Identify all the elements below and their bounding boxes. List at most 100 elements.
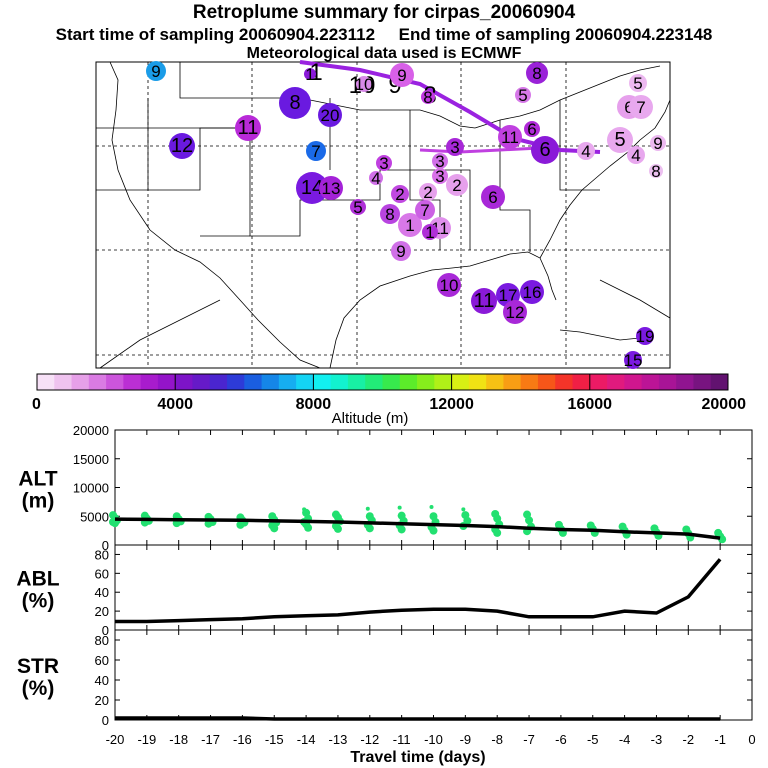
x-tick-label: -14 (297, 732, 316, 747)
plume-point-label: 6 (624, 98, 633, 117)
plume-point-circle (636, 327, 654, 345)
plume-point-circle (422, 224, 438, 240)
colorbar-swatch (520, 374, 539, 390)
colorbar-swatch (710, 374, 729, 390)
colorbar-swatch (347, 374, 366, 390)
y-tick-label: 0 (102, 623, 109, 638)
plume-point-circle (390, 63, 414, 87)
colorbar-swatch (589, 374, 608, 390)
colorbar-tick-label: 0 (32, 396, 41, 413)
plume-point-label: 12 (171, 135, 193, 157)
plume-point-circle (235, 115, 261, 141)
scatter-point (236, 520, 245, 529)
start-time-text: Start time of sampling 20060904.223112 (55, 25, 376, 44)
plume-point-circle (296, 172, 328, 204)
plume-point-label: 3 (379, 154, 388, 173)
colorbar-swatch (175, 374, 193, 390)
plume-point-label: 2 (395, 185, 404, 204)
plume-point-label: 7 (420, 201, 429, 220)
x-tick-label: -11 (393, 732, 411, 747)
panel-unit: (%) (22, 677, 55, 700)
panel-label: ABL (16, 568, 59, 591)
y-tick-label: 10000 (73, 481, 109, 496)
plume-point-circle (369, 171, 383, 185)
plume-point-circle (520, 280, 544, 304)
plume-point-circle (391, 241, 411, 261)
colorbar-swatch (71, 374, 90, 390)
plume-point-label: 14 (301, 177, 323, 199)
scatter-point (397, 525, 406, 534)
x-tick-label: 0 (748, 732, 755, 747)
colorbar-swatch (123, 374, 142, 390)
x-tick-label: -1 (714, 732, 726, 747)
colorbar-swatch (244, 374, 263, 390)
colorbar-swatch (54, 374, 73, 390)
colorbar-swatch (434, 374, 453, 390)
colorbar-swatch (468, 374, 487, 390)
y-tick-label: 40 (95, 673, 109, 688)
plume-point-circle (391, 185, 409, 203)
x-tick-label: -9 (460, 732, 472, 747)
plume-point-circle (421, 90, 435, 104)
sampling-times: Start time of sampling 20060904.223112 E… (0, 25, 768, 45)
y-tick-label: 60 (95, 653, 109, 668)
plume-point-circle (380, 204, 400, 224)
plume-point-label: 8 (651, 162, 660, 181)
colorbar-swatch (227, 374, 245, 390)
colorbar-swatch (106, 374, 124, 390)
plume-point-circle (629, 95, 653, 119)
plume-point-circle (146, 61, 166, 81)
colorbar-label: Altitude (m) (332, 410, 409, 427)
colorbar-swatch (140, 374, 159, 390)
y-tick-label: 80 (95, 633, 109, 648)
plume-point-label: 9 (151, 62, 160, 81)
x-tick-label: -7 (523, 732, 535, 747)
colorbar-swatch (555, 374, 574, 390)
scatter-point (365, 524, 374, 533)
series-line (115, 716, 721, 721)
plume-point-circle (531, 136, 559, 164)
plume-point-circle (415, 200, 435, 220)
plume-point-circle (419, 183, 437, 201)
x-tick-label: -5 (587, 732, 599, 747)
scatter-point (525, 516, 534, 525)
y-tick-label: 0 (102, 713, 109, 728)
plume-point-circle (350, 199, 366, 215)
colorbar-swatch (676, 374, 694, 390)
colorbar-swatch (399, 374, 418, 390)
plume-point-label: 5 (518, 86, 527, 105)
y-tick-label: 20 (95, 604, 109, 619)
plume-point-label: 8 (385, 205, 394, 224)
x-tick-label: -15 (265, 732, 284, 747)
scatter-point (304, 523, 313, 532)
plume-point-label: 5 (353, 198, 362, 217)
plume-point-label: 12 (506, 303, 525, 322)
plume-point-circle (169, 133, 195, 159)
scatter-point (333, 524, 342, 533)
plume-point-circle (481, 185, 505, 209)
plume-point-label: 6 (527, 120, 536, 139)
scatter-point (461, 507, 466, 512)
plume-point-label: 11 (501, 128, 519, 147)
plume-point-label: 4 (631, 146, 640, 165)
plume-point-label: 11 (474, 290, 495, 312)
plume-point-label: 3 (435, 152, 444, 171)
plume-point-circle (318, 103, 342, 127)
y-tick-label: 0 (102, 538, 109, 553)
plume-point-label: 9 (396, 242, 405, 261)
colorbar-swatch (296, 374, 314, 390)
y-tick-label: 40 (95, 585, 109, 600)
x-tick-label: -4 (619, 732, 631, 747)
plume-point-circle (432, 168, 448, 184)
x-tick-label: -18 (169, 732, 188, 747)
plume-point-label: 2 (452, 176, 461, 195)
plume-point-circle (319, 176, 343, 200)
series-line (115, 558, 722, 624)
plume-point-circle (432, 153, 448, 169)
plume-point-label: 1 (305, 65, 314, 84)
colorbar-swatch (313, 374, 332, 390)
colorbar-tick-label: 16000 (568, 396, 613, 413)
plume-point-label: 3 (450, 138, 459, 157)
series-line (114, 517, 721, 540)
